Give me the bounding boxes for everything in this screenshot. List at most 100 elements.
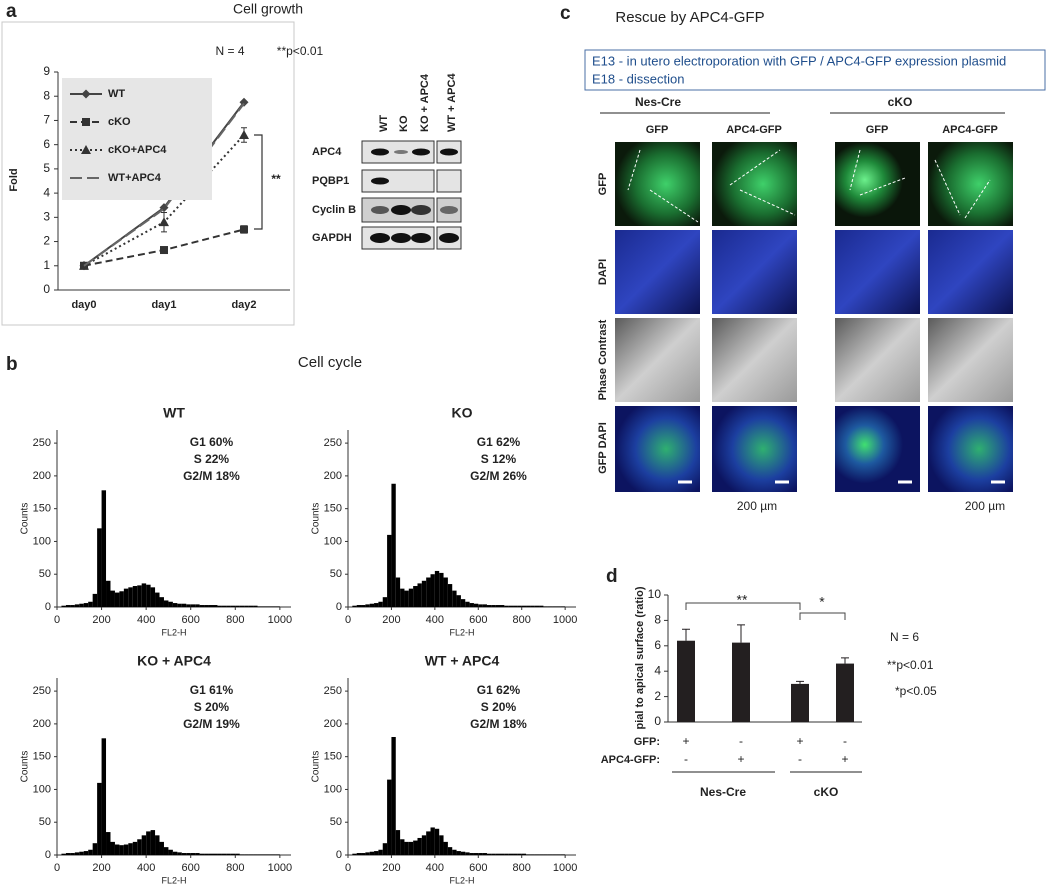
annotation: S 22% — [194, 452, 230, 466]
histogram-bar — [159, 597, 164, 607]
annotation: * — [819, 594, 825, 610]
chart-frame — [1, 21, 295, 326]
histogram-bar — [186, 853, 191, 855]
histogram-bar — [469, 603, 474, 607]
histogram-bar — [508, 605, 514, 607]
marker — [159, 217, 169, 227]
x-tick-label: 0 — [54, 614, 60, 626]
scale-label: 200 µm — [965, 499, 1005, 513]
band — [371, 148, 389, 156]
histogram-bar — [132, 586, 138, 607]
histogram-bar — [513, 853, 518, 855]
histogram-bar — [413, 586, 418, 607]
histogram-bar — [391, 737, 396, 855]
table-row-label: APC4-GFP: — [601, 754, 660, 766]
histogram-bar — [213, 605, 218, 607]
bar — [732, 642, 750, 722]
histogram-bar — [495, 853, 500, 855]
y-tick-label: 8 — [654, 613, 661, 627]
histogram-bar — [356, 605, 362, 607]
histogram-bar — [439, 835, 444, 855]
histogram-bar — [217, 853, 222, 855]
histogram-bar — [447, 847, 453, 855]
y-tick-label: 100 — [33, 535, 51, 547]
annotation: N = 6 — [890, 630, 919, 644]
panel-label: b — [6, 354, 18, 375]
histogram-bar — [426, 577, 431, 607]
y-tick-label: 7 — [43, 113, 50, 127]
histogram-bar — [123, 844, 129, 855]
legend-marker — [81, 89, 91, 99]
histogram-bar — [235, 605, 240, 607]
histogram-bar — [230, 853, 236, 855]
x-tick-label: 0 — [54, 862, 60, 874]
histogram-bar — [141, 835, 147, 855]
histogram-bar — [404, 590, 409, 607]
protocol-text: E18 - dissection — [592, 71, 685, 86]
micrograph — [615, 142, 700, 226]
histogram-bar — [128, 843, 133, 855]
histogram-bar — [208, 853, 213, 855]
histogram-bar — [155, 592, 160, 607]
histogram-bar — [478, 604, 483, 607]
lane-label: KO + APC4 — [419, 73, 431, 132]
histogram-bar — [275, 854, 280, 855]
annotation: G1 62% — [477, 435, 521, 449]
protocol-text: E13 - in utero electroporation with GFP … — [592, 53, 1006, 68]
column-label: GFP — [646, 124, 669, 136]
row-label: DAPI — [597, 259, 609, 285]
x-tick-label: 800 — [513, 614, 531, 626]
error-bar — [737, 624, 745, 643]
histogram-bar — [417, 583, 422, 607]
chart-title: KO + APC4 — [137, 653, 211, 669]
marker — [239, 97, 249, 107]
histogram-bar — [226, 853, 231, 855]
error-bar — [796, 680, 804, 684]
histogram-bar — [430, 827, 435, 855]
column-label: APC4-GFP — [942, 124, 998, 136]
histogram-bar — [83, 603, 89, 607]
histogram-bar — [92, 843, 98, 855]
y-axis-label: Counts — [311, 751, 322, 783]
x-tick-label: 600 — [182, 862, 200, 874]
y-tick-label: 0 — [43, 282, 50, 296]
legend-box — [62, 78, 212, 200]
histogram-bar — [217, 605, 222, 607]
y-tick-label: 250 — [324, 685, 342, 697]
micrograph — [615, 406, 700, 492]
histogram-bar — [460, 599, 466, 607]
histogram-bar — [374, 603, 379, 607]
histogram-bar — [469, 853, 474, 855]
x-tick-label: 200 — [92, 862, 110, 874]
row-label: PQBP1 — [312, 175, 349, 187]
y-tick-label: 100 — [324, 783, 342, 795]
y-tick-label: 50 — [39, 816, 51, 828]
y-tick-label: 200 — [324, 470, 342, 482]
significance-bracket — [799, 612, 846, 620]
micrograph — [835, 318, 920, 402]
band — [391, 233, 411, 243]
histogram-bar — [421, 580, 427, 607]
histogram-bar — [391, 483, 396, 607]
histogram-bar — [473, 853, 479, 855]
panel-label: a — [6, 1, 17, 22]
panel-title: Cell cycle — [298, 354, 362, 371]
y-tick-label: 100 — [33, 783, 51, 795]
histogram-bar — [465, 601, 470, 607]
histogram-bar — [83, 851, 89, 855]
histogram-bar — [244, 854, 249, 855]
marker — [240, 225, 248, 234]
y-tick-label: 8 — [43, 88, 50, 102]
histogram-bar — [181, 853, 187, 855]
micrograph — [835, 406, 920, 492]
histogram-bar — [526, 854, 531, 855]
x-tick-label: day0 — [71, 299, 96, 311]
histogram-bar — [88, 849, 93, 855]
y-tick-label: 6 — [654, 638, 661, 652]
micrograph — [712, 318, 797, 402]
histogram-bar — [369, 851, 375, 855]
histogram-bar — [508, 853, 514, 855]
histogram-bar — [262, 854, 267, 855]
micrograph — [712, 230, 797, 314]
histogram-bar — [539, 605, 544, 607]
